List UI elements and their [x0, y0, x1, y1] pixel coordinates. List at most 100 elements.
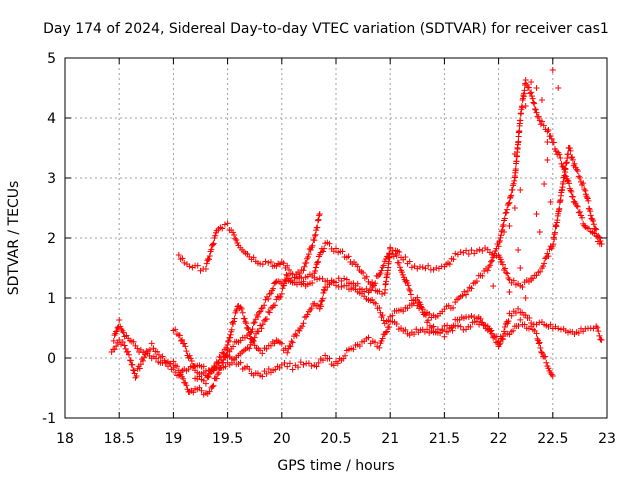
data-point: [205, 374, 212, 381]
data-point: [312, 231, 319, 238]
data-point: [476, 246, 483, 253]
data-point: [555, 85, 562, 91]
data-point: [181, 259, 188, 266]
data-point: [463, 247, 470, 254]
data-point: [488, 330, 495, 337]
data-point: [557, 326, 564, 333]
data-point: [564, 177, 571, 184]
data-point: [544, 157, 551, 163]
data-point: [550, 139, 557, 146]
data-point: [177, 369, 184, 376]
y-tick-label: 0: [47, 351, 56, 367]
data-point: [543, 359, 550, 366]
data-point: [230, 229, 237, 236]
data-point: [425, 262, 432, 269]
data-point: [316, 212, 323, 219]
data-point: [511, 205, 518, 211]
data-point: [116, 316, 123, 323]
data-point: [533, 109, 540, 116]
data-point: [538, 97, 545, 103]
data-point: [595, 328, 602, 335]
data-point: [501, 229, 508, 235]
data-point: [333, 245, 339, 252]
data-point: [230, 343, 237, 350]
chart-title: Day 174 of 2024, Sidereal Day-to-day VTE…: [43, 21, 609, 37]
data-point: [468, 285, 475, 292]
data-point: [584, 194, 591, 201]
data-point: [525, 84, 532, 91]
data-point: [200, 363, 207, 370]
data-point: [418, 304, 425, 311]
data-point: [460, 326, 467, 333]
data-point: [259, 261, 266, 268]
data-point: [113, 328, 120, 335]
data-point: [450, 322, 457, 329]
data-point: [496, 341, 503, 348]
data-point: [321, 287, 328, 294]
data-point: [130, 367, 137, 374]
data-point: [209, 383, 216, 390]
x-tick-label: 19: [164, 431, 182, 447]
data-point: [574, 167, 581, 174]
data-point: [303, 259, 310, 266]
data-point: [387, 245, 394, 252]
data-point: [263, 345, 270, 352]
y-tick-label: 1: [47, 291, 56, 307]
data-point: [385, 253, 392, 260]
data-point: [282, 345, 289, 352]
data-point: [311, 232, 318, 239]
data-point: [258, 325, 265, 332]
data-point: [372, 280, 379, 287]
data-point: [321, 245, 328, 252]
data-point: [312, 268, 319, 275]
data-point: [555, 325, 562, 332]
data-point: [267, 290, 274, 297]
data-point: [350, 346, 357, 353]
data-point: [305, 251, 312, 258]
data-point: [259, 350, 266, 357]
data-point: [510, 180, 517, 187]
data-point: [590, 221, 597, 228]
x-tick-label: 18.5: [104, 431, 135, 447]
data-point: [567, 187, 574, 194]
data-point: [209, 241, 216, 248]
y-tick-label: 3: [47, 171, 56, 187]
data-point: [479, 272, 486, 279]
data-point: [530, 99, 537, 106]
data-point: [225, 337, 232, 344]
data-point: [541, 181, 548, 187]
data-point: [396, 264, 403, 271]
data-point: [537, 268, 544, 275]
data-point: [533, 330, 540, 337]
data-point: [569, 193, 576, 200]
data-point: [259, 305, 266, 312]
data-point: [517, 187, 524, 193]
data-point: [484, 323, 491, 330]
data-point: [280, 260, 287, 267]
data-point: [533, 211, 540, 217]
data-point: [360, 270, 367, 277]
data-point: [220, 350, 227, 357]
data-point: [482, 245, 489, 252]
data-point: [262, 296, 269, 303]
data-point: [286, 360, 293, 367]
data-point: [182, 343, 189, 350]
data-point: [308, 305, 315, 312]
data-point: [317, 303, 324, 310]
data-point: [450, 256, 457, 263]
data-point: [382, 329, 389, 336]
data-point: [467, 323, 474, 330]
data-point: [314, 259, 321, 266]
data-point: [569, 156, 576, 163]
data-point: [528, 277, 535, 283]
data-point: [320, 286, 327, 293]
data-point: [369, 283, 376, 290]
data-point: [180, 375, 187, 382]
data-point: [463, 291, 470, 298]
data-point: [393, 320, 400, 327]
data-point: [534, 335, 541, 342]
data-point: [517, 117, 524, 124]
data-point: [272, 366, 279, 373]
data-point: [231, 357, 238, 364]
data-point: [393, 252, 400, 259]
